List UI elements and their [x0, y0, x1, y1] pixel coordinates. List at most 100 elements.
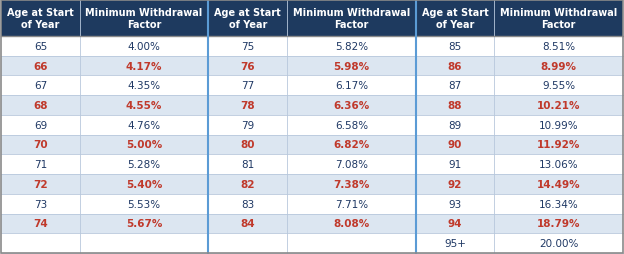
Text: 8.51%: 8.51%	[542, 42, 575, 52]
Text: 5.40%: 5.40%	[126, 179, 162, 189]
Text: 89: 89	[449, 120, 462, 130]
Text: 90: 90	[448, 140, 462, 150]
Bar	[1, 96, 80, 116]
Bar	[208, 96, 287, 116]
Text: 10.99%: 10.99%	[539, 120, 578, 130]
Bar	[1, 37, 80, 56]
Text: 88: 88	[448, 101, 462, 110]
Text: 5.98%: 5.98%	[333, 61, 369, 71]
Text: Minimum Withdrawal
Factor: Minimum Withdrawal Factor	[500, 8, 617, 30]
Text: 4.00%: 4.00%	[128, 42, 160, 52]
Bar	[1, 155, 80, 174]
Text: Minimum Withdrawal
Factor: Minimum Withdrawal Factor	[85, 8, 203, 30]
Bar	[80, 56, 208, 76]
Bar	[208, 135, 287, 155]
Bar	[208, 194, 287, 214]
Bar	[208, 174, 287, 194]
Bar	[208, 1, 287, 37]
Bar	[494, 37, 623, 56]
Text: 72: 72	[33, 179, 47, 189]
Text: Minimum Withdrawal
Factor: Minimum Withdrawal Factor	[293, 8, 410, 30]
Text: 92: 92	[448, 179, 462, 189]
Bar	[494, 76, 623, 96]
Bar	[80, 76, 208, 96]
Bar	[208, 116, 287, 135]
Text: Age at Start
of Year: Age at Start of Year	[7, 8, 74, 30]
Text: 86: 86	[448, 61, 462, 71]
Text: 13.06%: 13.06%	[539, 160, 578, 170]
Text: 6.82%: 6.82%	[333, 140, 369, 150]
Text: 6.36%: 6.36%	[333, 101, 369, 110]
Bar	[287, 56, 416, 76]
Text: 5.67%: 5.67%	[126, 218, 162, 229]
Bar	[494, 1, 623, 37]
Bar	[416, 233, 494, 253]
Text: 7.08%: 7.08%	[335, 160, 368, 170]
Bar	[416, 56, 494, 76]
Text: 8.99%: 8.99%	[541, 61, 577, 71]
Bar	[80, 174, 208, 194]
Text: 74: 74	[33, 218, 48, 229]
Text: 20.00%: 20.00%	[539, 238, 578, 248]
Text: 4.35%: 4.35%	[127, 81, 160, 91]
Text: 95+: 95+	[444, 238, 466, 248]
Bar	[1, 174, 80, 194]
Bar	[287, 96, 416, 116]
Bar	[416, 155, 494, 174]
Text: 4.76%: 4.76%	[127, 120, 160, 130]
Bar	[80, 194, 208, 214]
Bar	[494, 194, 623, 214]
Bar	[416, 37, 494, 56]
Bar	[208, 37, 287, 56]
Bar	[494, 135, 623, 155]
Bar	[80, 116, 208, 135]
Bar	[287, 1, 416, 37]
Text: Age at Start
of Year: Age at Start of Year	[422, 8, 489, 30]
Text: 67: 67	[34, 81, 47, 91]
Bar	[416, 214, 494, 233]
Text: 84: 84	[240, 218, 255, 229]
Text: 5.00%: 5.00%	[126, 140, 162, 150]
Text: 93: 93	[449, 199, 462, 209]
Bar	[208, 76, 287, 96]
Bar	[208, 233, 287, 253]
Bar	[1, 76, 80, 96]
Bar	[1, 56, 80, 76]
Bar	[416, 194, 494, 214]
Bar	[1, 116, 80, 135]
Bar	[80, 37, 208, 56]
Bar	[287, 37, 416, 56]
Text: 82: 82	[240, 179, 255, 189]
Bar	[80, 96, 208, 116]
Bar	[287, 233, 416, 253]
Bar	[1, 1, 80, 37]
Text: 9.55%: 9.55%	[542, 81, 575, 91]
Bar	[80, 135, 208, 155]
Bar	[208, 56, 287, 76]
Text: 4.17%: 4.17%	[126, 61, 162, 71]
Bar	[80, 155, 208, 174]
Bar	[1, 194, 80, 214]
Text: 7.71%: 7.71%	[335, 199, 368, 209]
Bar	[287, 155, 416, 174]
Text: 68: 68	[33, 101, 47, 110]
Text: 79: 79	[241, 120, 255, 130]
Bar	[416, 1, 494, 37]
Bar	[416, 174, 494, 194]
Bar	[80, 214, 208, 233]
Text: 87: 87	[449, 81, 462, 91]
Text: 6.58%: 6.58%	[335, 120, 368, 130]
Bar	[1, 135, 80, 155]
Text: 14.49%: 14.49%	[537, 179, 580, 189]
Bar	[287, 76, 416, 96]
Bar	[287, 214, 416, 233]
Text: 77: 77	[241, 81, 255, 91]
Bar	[287, 116, 416, 135]
Bar	[287, 135, 416, 155]
Bar	[208, 214, 287, 233]
Bar	[416, 76, 494, 96]
Bar	[494, 56, 623, 76]
Text: 83: 83	[241, 199, 255, 209]
Text: 11.92%: 11.92%	[537, 140, 580, 150]
Bar	[287, 174, 416, 194]
